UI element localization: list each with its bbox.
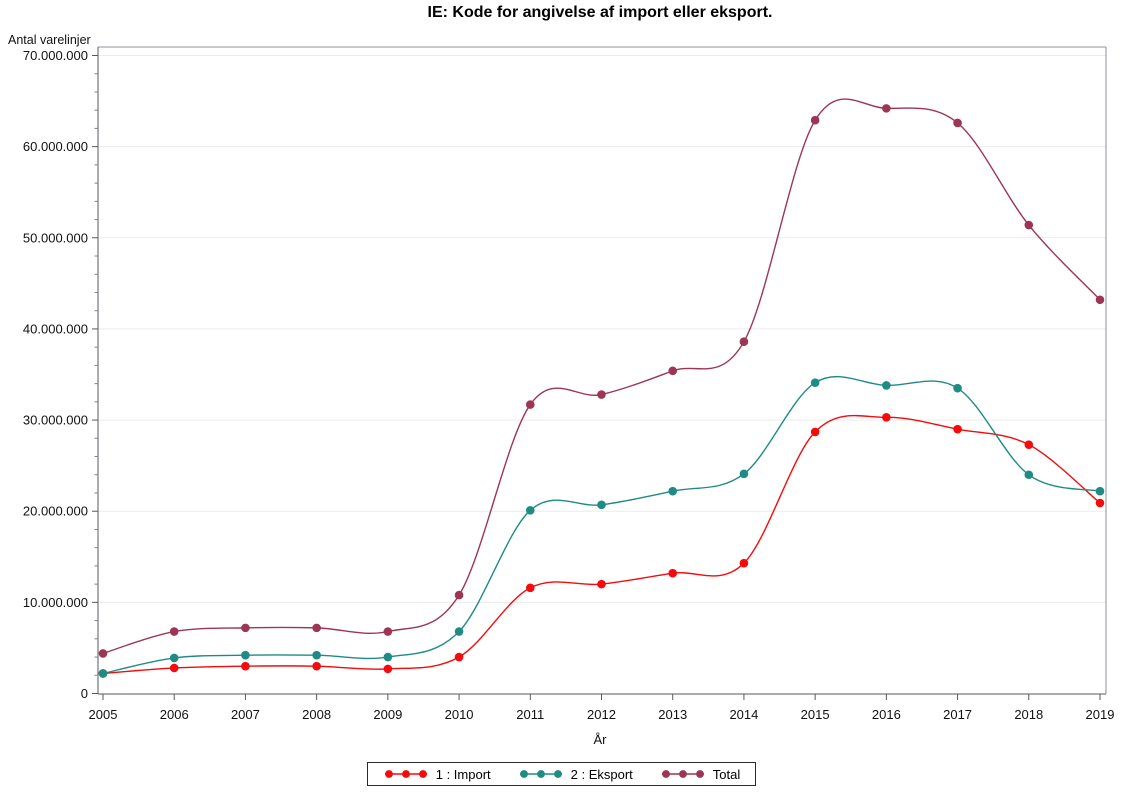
series-point-total [668, 366, 678, 376]
y-tick-label: 70.000.000 [23, 48, 88, 63]
series-point-eksport [169, 653, 179, 663]
series-point-eksport [953, 383, 962, 393]
series-point-total [312, 623, 321, 633]
series-line-eksport [102, 375, 1101, 675]
series-point-eksport [597, 500, 606, 510]
chart-title: IE: Kode for angivelse af import eller e… [427, 4, 773, 21]
series-point-total [525, 400, 535, 409]
legend-item-total: Total [660, 767, 740, 782]
legend: 1 : Import 2 : Eksport Total [367, 762, 756, 786]
legend-marker-icon [661, 770, 704, 778]
series-point-total [882, 104, 891, 113]
series-point-total [1095, 295, 1105, 305]
x-axis-title: År [593, 732, 607, 747]
x-tick-label: 2006 [160, 707, 189, 722]
series-point-eksport [882, 381, 891, 390]
series-point-import [668, 568, 678, 578]
series-point-total [383, 627, 393, 636]
y-tick-label: 50.000.000 [23, 230, 88, 245]
series-point-eksport [739, 469, 749, 479]
series-point-eksport [810, 378, 820, 388]
series-point-import [810, 427, 820, 437]
y-tick-label: 0 [81, 686, 88, 701]
legend-item-label: 1 : Import [435, 766, 491, 782]
x-tick-label: 2007 [231, 707, 260, 722]
series-point-total [597, 390, 606, 399]
series-point-import [882, 413, 891, 422]
x-tick-label: 2019 [1086, 707, 1115, 722]
series-point-import [739, 558, 749, 568]
x-tick-label: 2014 [729, 707, 758, 722]
series-point-total [241, 623, 250, 633]
x-tick-label: 2015 [801, 707, 830, 722]
series-point-eksport [1024, 470, 1034, 480]
series-point-total [169, 627, 179, 636]
y-tick-label: 10.000.000 [23, 595, 88, 610]
series-point-import [597, 579, 606, 589]
y-tick-label: 20.000.000 [23, 504, 88, 519]
series-point-import [383, 664, 393, 674]
series-line-total [102, 98, 1101, 655]
series-point-import [312, 661, 321, 671]
series-point-eksport [312, 650, 321, 660]
y-tick-label: 40.000.000 [23, 321, 88, 336]
series-point-eksport [454, 627, 464, 636]
x-tick-label: 2005 [89, 707, 118, 722]
series-point-total [1024, 220, 1034, 230]
series-point-total [454, 590, 464, 600]
x-tick-label: 2008 [302, 707, 331, 722]
y-tick-label: 60.000.000 [23, 139, 88, 154]
legend-item-eksport: 2 : Eksport [518, 767, 633, 782]
series-point-eksport [1095, 486, 1105, 496]
x-tick-label: 2013 [658, 707, 687, 722]
series-point-eksport [383, 652, 393, 662]
series-point-eksport [525, 506, 535, 515]
series-point-total [953, 118, 962, 128]
series-point-total [98, 649, 108, 658]
series-point-import [169, 663, 179, 673]
legend-item-label: 2 : Eksport [570, 766, 633, 782]
series-point-import [525, 583, 535, 593]
x-tick-label: 2016 [872, 707, 901, 722]
y-tick-label: 30.000.000 [23, 413, 88, 428]
legend-item-label: Total [712, 766, 741, 782]
x-tick-label: 2011 [516, 707, 544, 722]
series-point-eksport [98, 669, 108, 678]
legend-item-import: 1 : Import [383, 767, 491, 782]
x-tick-label: 2018 [1014, 707, 1043, 722]
series-point-import [953, 424, 962, 434]
legend-marker-icon [384, 770, 427, 778]
series-point-import [241, 661, 250, 671]
series-line-import [102, 414, 1101, 675]
x-tick-label: 2010 [445, 707, 474, 722]
series-point-eksport [241, 650, 250, 660]
series-point-import [1024, 440, 1034, 449]
y-axis-title: Antal varelinjer [8, 33, 91, 47]
x-tick-label: 2017 [943, 707, 972, 722]
series-point-eksport [668, 486, 678, 496]
x-tick-label: 2009 [373, 707, 402, 722]
x-tick-label: 2012 [587, 707, 616, 722]
series-point-import [1095, 498, 1105, 508]
series-point-import [454, 652, 464, 662]
series-point-total [739, 337, 749, 346]
series-point-total [810, 115, 820, 125]
legend-marker-icon [519, 770, 562, 778]
